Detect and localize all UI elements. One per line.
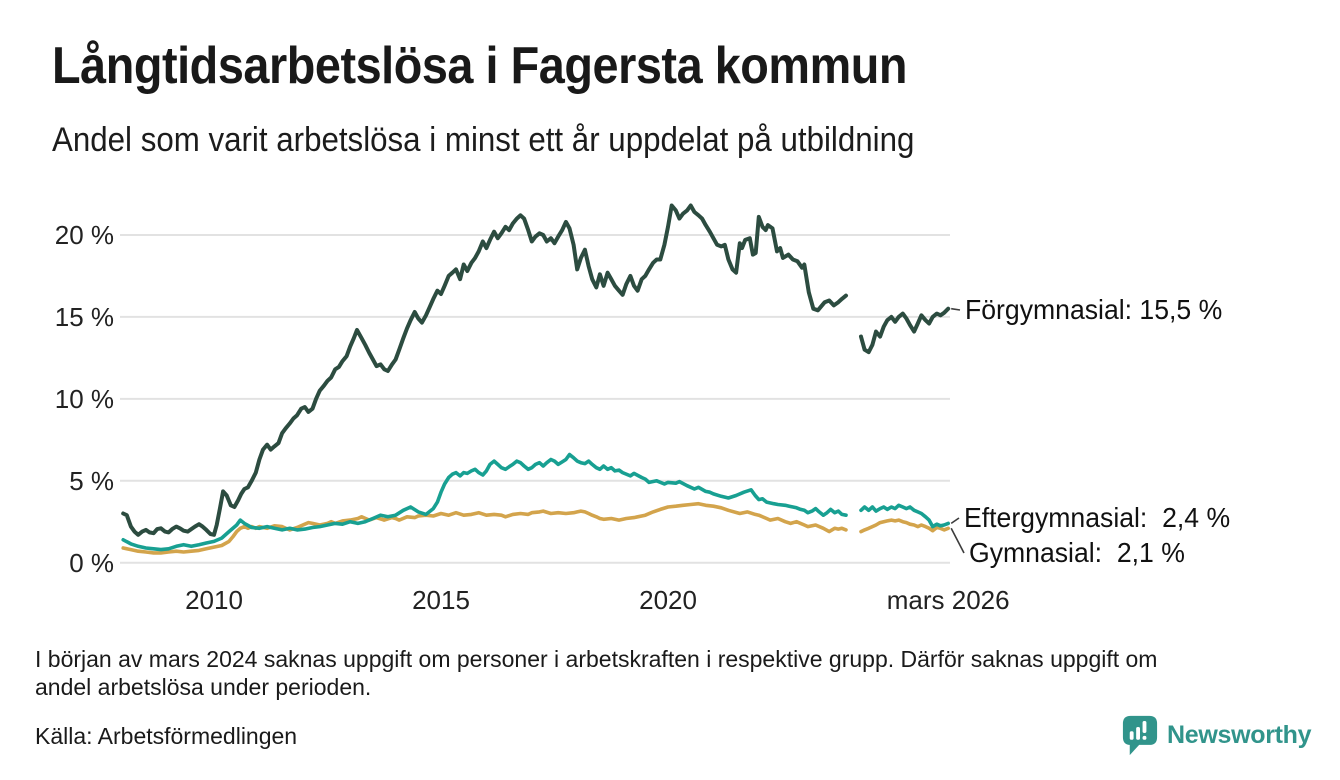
source-note: Källa: Arbetsförmedlingen <box>35 723 298 749</box>
x-axis-label-mars-2026: mars 2026 <box>886 585 1010 615</box>
leader-line-gymnasial <box>950 527 965 554</box>
newsworthy-wordmark: Newsworthy <box>1167 721 1312 749</box>
leader-line-eftergymnasial <box>950 517 960 525</box>
x-axis-label-2020: 2020 <box>639 585 697 615</box>
series-label-förgymnasial: Förgymnasial: 15,5 % <box>965 294 1223 325</box>
series-line-förgymnasial <box>859 306 951 355</box>
series-line-förgymnasial <box>121 203 848 537</box>
y-axis-label-10: 10 % <box>54 383 114 414</box>
series-line-gymnasial <box>859 518 951 534</box>
footnote: I början av mars 2024 saknas uppgift om … <box>35 645 1157 701</box>
series-label-eftergymnasial: Eftergymnasial: 2,4 % <box>964 502 1231 533</box>
chart-subtitle: Andel som varit arbetslösa i minst ett å… <box>52 121 915 159</box>
y-axis-label-0: 0 % <box>69 547 114 578</box>
series-label-gymnasial: Gymnasial: 2,1 % <box>969 537 1185 568</box>
y-axis-label-5: 5 % <box>69 465 114 496</box>
footnote-line-1: I början av mars 2024 saknas uppgift om … <box>35 646 1158 672</box>
series-line-eftergymnasial <box>859 503 951 529</box>
newsworthy-icon <box>1122 715 1158 756</box>
series-line-gymnasial <box>121 501 848 555</box>
y-axis-label-15: 15 % <box>54 301 114 332</box>
x-axis-label-2015: 2015 <box>412 585 470 615</box>
x-axis-label-2010: 2010 <box>185 585 243 615</box>
y-axis-label-20: 20 % <box>54 219 114 250</box>
footnote-line-2: andel arbetslösa under perioden. <box>35 674 372 700</box>
chart-title: Långtidsarbetslösa i Fagersta kommun <box>52 37 908 95</box>
newsworthy-logo: Newsworthy <box>1122 715 1312 756</box>
leader-line-förgymnasial <box>951 307 961 311</box>
series-line-eftergymnasial <box>121 452 848 552</box>
